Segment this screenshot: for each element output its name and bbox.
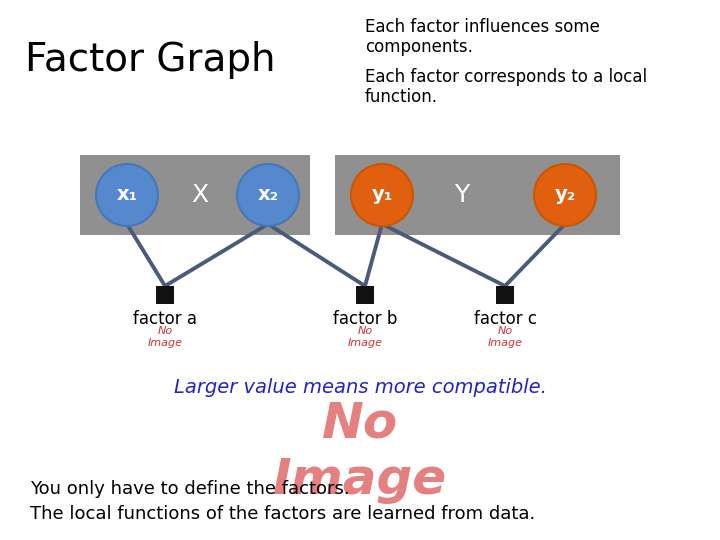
Text: factor b: factor b — [333, 310, 397, 328]
Text: Larger value means more compatible.: Larger value means more compatible. — [174, 378, 546, 397]
Ellipse shape — [96, 164, 158, 226]
Text: y₂: y₂ — [554, 186, 575, 205]
FancyBboxPatch shape — [335, 155, 620, 235]
Text: X: X — [192, 183, 209, 207]
Text: factor a: factor a — [133, 310, 197, 328]
FancyBboxPatch shape — [356, 286, 374, 304]
Text: Each factor influences some: Each factor influences some — [365, 18, 600, 36]
Text: Each factor corresponds to a local: Each factor corresponds to a local — [365, 68, 647, 86]
Text: No
Image: No Image — [148, 326, 182, 348]
Text: The local functions of the factors are learned from data.: The local functions of the factors are l… — [30, 505, 535, 523]
Text: x₁: x₁ — [117, 186, 138, 205]
FancyBboxPatch shape — [80, 155, 310, 235]
Text: No
Image: No Image — [348, 326, 382, 348]
Text: x₂: x₂ — [258, 186, 279, 205]
Text: You only have to define the factors.: You only have to define the factors. — [30, 480, 350, 498]
FancyBboxPatch shape — [156, 286, 174, 304]
Text: function.: function. — [365, 88, 438, 106]
Ellipse shape — [351, 164, 413, 226]
FancyBboxPatch shape — [496, 286, 514, 304]
Text: factor c: factor c — [474, 310, 536, 328]
Ellipse shape — [237, 164, 299, 226]
Text: y₁: y₁ — [372, 186, 392, 205]
Text: No
Image: No Image — [273, 400, 447, 504]
Text: Factor Graph: Factor Graph — [25, 41, 276, 79]
Text: Y: Y — [454, 183, 469, 207]
Ellipse shape — [534, 164, 596, 226]
Text: components.: components. — [365, 38, 473, 56]
Text: No
Image: No Image — [487, 326, 523, 348]
